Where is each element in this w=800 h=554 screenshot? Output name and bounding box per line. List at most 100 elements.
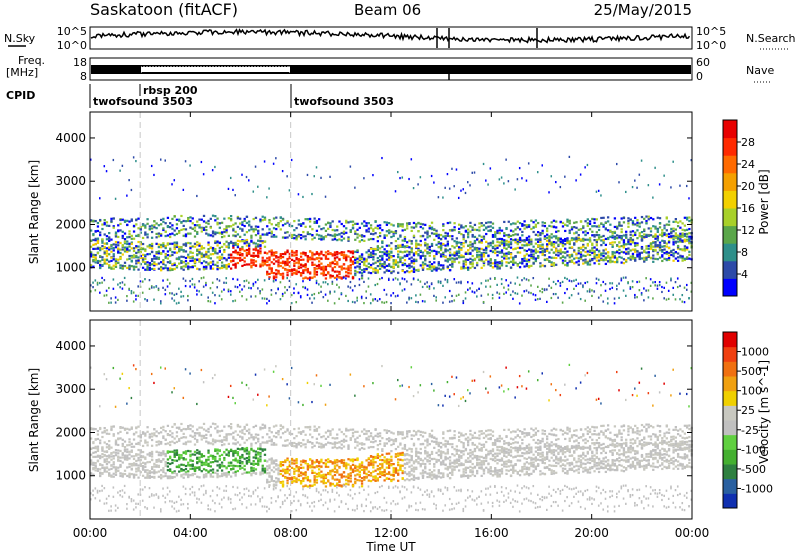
- power-echo: [505, 158, 507, 161]
- power-echo: [685, 228, 689, 231]
- power-echo: [268, 263, 271, 266]
- power-echo: [661, 229, 664, 232]
- power-echo: [410, 226, 413, 229]
- power-echo: [437, 281, 440, 284]
- power-echo: [238, 235, 242, 238]
- power-echo: [263, 218, 267, 221]
- power-echo: [223, 281, 225, 284]
- power-echo: [453, 257, 456, 260]
- power-echo: [157, 288, 160, 292]
- power-echo: [638, 256, 641, 259]
- velocity-echo: [119, 430, 122, 433]
- power-echo: [187, 294, 189, 298]
- power-echo: [602, 216, 605, 219]
- power-echo: [290, 251, 294, 254]
- power-echo: [593, 238, 596, 242]
- power-echo: [672, 243, 675, 246]
- power-echo: [446, 266, 449, 270]
- power-echo: [397, 244, 400, 247]
- velocity-echo: [175, 472, 179, 476]
- power-echo: [112, 267, 115, 270]
- power-echo: [505, 291, 507, 294]
- power-echo: [559, 284, 562, 287]
- power-echo: [564, 251, 567, 254]
- velocity-echo: [196, 461, 199, 465]
- power-echo: [410, 242, 413, 245]
- power-echo: [162, 261, 165, 264]
- power-echo: [245, 279, 248, 282]
- velocity-echo: [96, 489, 99, 492]
- power-echo: [135, 251, 138, 255]
- power-echo: [200, 230, 203, 233]
- power-echo: [336, 261, 339, 264]
- velocity-echo: [187, 461, 190, 464]
- power-echo: [259, 290, 261, 293]
- velocity-echo: [171, 471, 174, 474]
- velocity-echo: [90, 498, 92, 501]
- power-echo: [415, 239, 418, 242]
- power-echo: [383, 266, 386, 269]
- power-echo: [408, 296, 410, 299]
- velocity-echo: [189, 372, 191, 375]
- power-echo: [205, 255, 208, 258]
- power-echo: [216, 268, 219, 271]
- power-echo: [358, 226, 361, 229]
- power-echo: [220, 253, 224, 256]
- power-echo: [356, 265, 359, 268]
- power-echo: [446, 257, 449, 261]
- power-echo: [516, 220, 519, 223]
- power-echo: [451, 253, 454, 256]
- power-echo: [428, 248, 431, 251]
- power-echo: [523, 227, 526, 230]
- power-echo: [476, 261, 479, 265]
- power-echo: [503, 244, 506, 247]
- power-echo: [408, 253, 411, 256]
- power-echo: [295, 270, 298, 273]
- power-echo: [90, 264, 93, 267]
- power-echo: [315, 166, 318, 169]
- velocity-echo: [184, 471, 188, 474]
- velocity-echo: [153, 475, 156, 479]
- power-echo: [123, 246, 127, 249]
- velocity-echo: [175, 510, 178, 513]
- power-echo: [150, 242, 154, 245]
- power-echo: [311, 192, 313, 196]
- power-echo: [202, 220, 206, 223]
- power-echo: [135, 245, 138, 248]
- power-echo: [311, 238, 314, 241]
- power-echo: [568, 229, 571, 232]
- power-echo: [153, 261, 156, 264]
- colorbar-swatch: [723, 208, 737, 227]
- power-echo: [435, 267, 438, 270]
- power-echo: [178, 248, 181, 251]
- power-echo: [257, 229, 260, 233]
- power-echo: [144, 224, 147, 227]
- power-echo: [478, 226, 481, 229]
- power-echo: [90, 266, 93, 269]
- power-echo: [530, 248, 533, 252]
- power-echo: [421, 227, 425, 230]
- velocity-echo: [105, 462, 109, 466]
- power-echo: [480, 255, 483, 258]
- power-echo: [313, 270, 316, 274]
- power-echo: [579, 246, 583, 249]
- power-echo: [424, 262, 427, 265]
- power-echo: [320, 228, 323, 231]
- power-echo: [374, 261, 377, 264]
- power-echo: [349, 280, 352, 284]
- power-echo: [457, 293, 460, 296]
- power-echo: [306, 293, 309, 297]
- power-echo: [236, 215, 240, 219]
- power-echo: [257, 239, 260, 242]
- velocity-echo: [193, 437, 197, 440]
- velocity-echo: [144, 434, 147, 437]
- power-echo: [333, 235, 337, 238]
- power-echo: [559, 257, 562, 260]
- power-echo: [410, 247, 413, 250]
- power-echo: [313, 175, 315, 178]
- power-echo: [532, 221, 535, 224]
- power-echo: [555, 263, 558, 266]
- velocity-echo: [198, 426, 201, 429]
- power-echo: [573, 250, 576, 253]
- velocity-echo: [90, 427, 93, 430]
